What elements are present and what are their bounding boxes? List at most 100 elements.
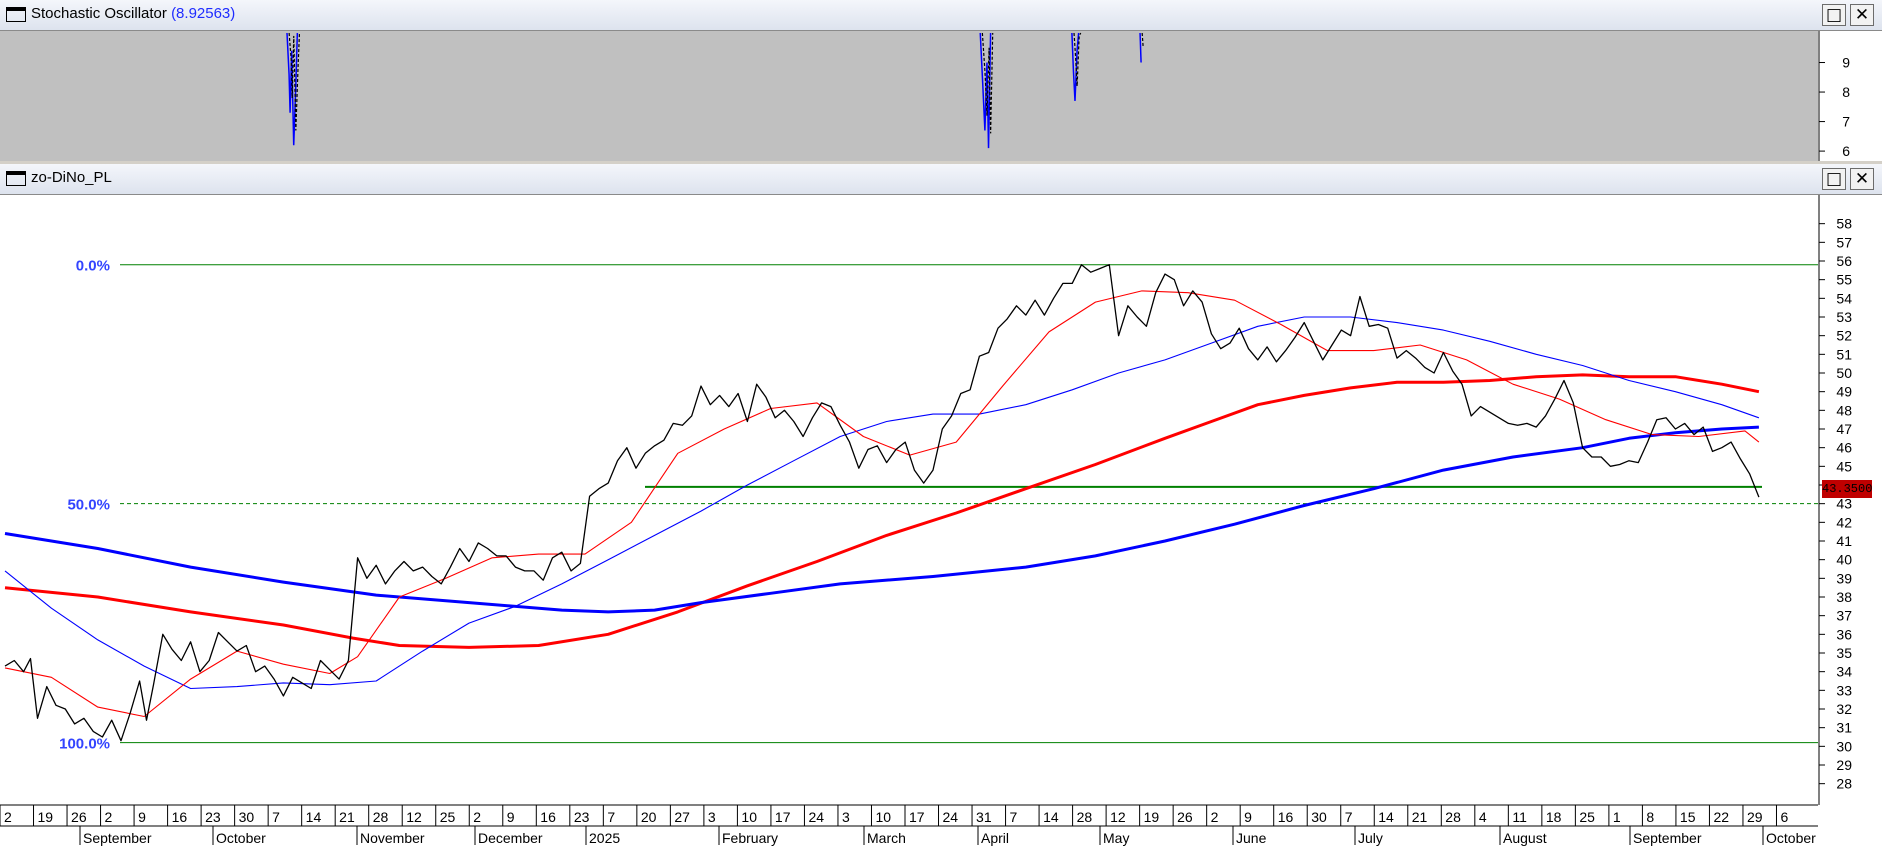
y-tick-label: 34	[1836, 664, 1852, 680]
x-tick-label: 15	[1680, 809, 1696, 825]
price-y-axis	[1818, 195, 1882, 850]
window-icon[interactable]	[6, 7, 26, 22]
x-tick-label: 23	[205, 809, 221, 825]
x-tick-label: 16	[172, 809, 188, 825]
y-tick-label: 41	[1836, 533, 1852, 549]
y-tick-label: 36	[1836, 626, 1852, 642]
fib-level-label: 50.0%	[67, 497, 110, 514]
x-tick-label: 18	[1546, 809, 1562, 825]
y-tick-label: 32	[1836, 701, 1852, 717]
maximize-icon[interactable]: □	[1822, 4, 1846, 26]
x-tick-label: 9	[138, 809, 146, 825]
stochastic-line	[979, 32, 992, 149]
x-tick-label: 2	[105, 809, 113, 825]
oscillator-pane-title-bar: Stochastic Oscillator (8.92563) □ ✕	[0, 0, 1882, 31]
stochastic-signal-line	[1141, 32, 1144, 48]
main-pane-title: zo-DiNo_PL	[31, 169, 112, 186]
x-tick-label: 30	[1311, 809, 1327, 825]
y-tick-label: 28	[1836, 776, 1852, 792]
oscillator-y-tick-label: 7	[1842, 114, 1850, 130]
month-label: 2025	[589, 830, 620, 846]
month-label: September	[83, 830, 152, 846]
y-tick-label: 37	[1836, 608, 1852, 624]
y-tick-label: 38	[1836, 589, 1852, 605]
x-tick-label: 2	[473, 809, 481, 825]
x-tick-label: 21	[339, 809, 355, 825]
y-tick-label: 54	[1836, 290, 1852, 306]
x-tick-label: 28	[1077, 809, 1093, 825]
month-label: June	[1236, 830, 1267, 846]
x-tick-label: 26	[71, 809, 87, 825]
stochastic-signal-line	[288, 32, 301, 131]
x-tick-label: 27	[674, 809, 690, 825]
maximize-icon[interactable]: □	[1822, 168, 1846, 190]
x-tick-label: 20	[641, 809, 657, 825]
x-tick-label: 26	[1177, 809, 1193, 825]
x-tick-label: 7	[1345, 809, 1353, 825]
close-icon[interactable]: ✕	[1850, 4, 1874, 26]
y-tick-label: 43	[1836, 496, 1852, 512]
y-tick-label: 45	[1836, 458, 1852, 474]
month-label: March	[867, 830, 906, 846]
x-tick-label: 17	[775, 809, 791, 825]
x-tick-label: 2	[4, 809, 12, 825]
oscillator-y-axis	[1818, 31, 1882, 161]
y-tick-label: 56	[1836, 253, 1852, 269]
series-line-price	[4, 264, 1760, 742]
window-icon[interactable]	[6, 171, 26, 186]
month-label: July	[1358, 830, 1383, 846]
month-label: August	[1503, 830, 1547, 846]
stochastic-signal-line	[981, 32, 994, 134]
x-tick-label: 19	[1144, 809, 1160, 825]
y-tick-label: 31	[1836, 720, 1852, 736]
y-tick-label: 47	[1836, 421, 1852, 437]
oscillator-y-tick-label: 6	[1842, 143, 1850, 159]
x-tick-label: 28	[1445, 809, 1461, 825]
y-tick-label: 52	[1836, 328, 1852, 344]
y-tick-label: 30	[1836, 738, 1852, 754]
x-tick-label: 30	[239, 809, 255, 825]
y-tick-label: 33	[1836, 682, 1852, 698]
oscillator-y-tick-label: 8	[1842, 84, 1850, 100]
x-tick-label: 8	[1646, 809, 1654, 825]
x-tick-label: 14	[1043, 809, 1059, 825]
x-tick-label: 29	[1747, 809, 1763, 825]
month-label: April	[981, 830, 1009, 846]
stochastic-line	[286, 32, 299, 146]
x-tick-label: 14	[1378, 809, 1394, 825]
y-tick-label: 57	[1836, 234, 1852, 250]
x-tick-label: 17	[909, 809, 925, 825]
month-label: February	[722, 830, 778, 846]
price-tag: 43.3500	[1822, 480, 1873, 498]
x-tick-label: 11	[1512, 809, 1527, 825]
x-tick-label: 9	[507, 809, 515, 825]
x-tick-label: 31	[976, 809, 992, 825]
date-x-axis	[0, 805, 1818, 850]
y-tick-label: 35	[1836, 645, 1852, 661]
y-tick-label: 46	[1836, 440, 1852, 456]
y-tick-label: 39	[1836, 570, 1852, 586]
month-label: October	[1766, 830, 1816, 846]
x-tick-label: 25	[440, 809, 456, 825]
month-label: November	[360, 830, 425, 846]
stochastic-line	[1071, 32, 1080, 101]
x-tick-label: 24	[808, 809, 824, 825]
price-plot-area	[0, 195, 1818, 805]
y-tick-label: 48	[1836, 402, 1852, 418]
x-tick-label: 3	[708, 809, 716, 825]
x-tick-label: 9	[1244, 809, 1252, 825]
x-tick-label: 12	[406, 809, 422, 825]
x-tick-label: 16	[1278, 809, 1294, 825]
y-tick-label: 51	[1836, 346, 1852, 362]
x-tick-label: 19	[38, 809, 54, 825]
y-tick-label: 40	[1836, 552, 1852, 568]
main-pane: 0.0% 50.0% 100.0% 58 57 56 55 54 53 52 51 50 49 48 47 4…	[0, 195, 1882, 850]
month-label: December	[478, 830, 543, 846]
x-tick-label: 24	[943, 809, 959, 825]
x-tick-label: 10	[741, 809, 757, 825]
oscillator-value: (8.92563)	[171, 5, 236, 22]
x-tick-label: 16	[540, 809, 556, 825]
close-icon[interactable]: ✕	[1850, 168, 1874, 190]
series-line-mid-ma	[4, 316, 1760, 690]
x-tick-label: 3	[842, 809, 850, 825]
